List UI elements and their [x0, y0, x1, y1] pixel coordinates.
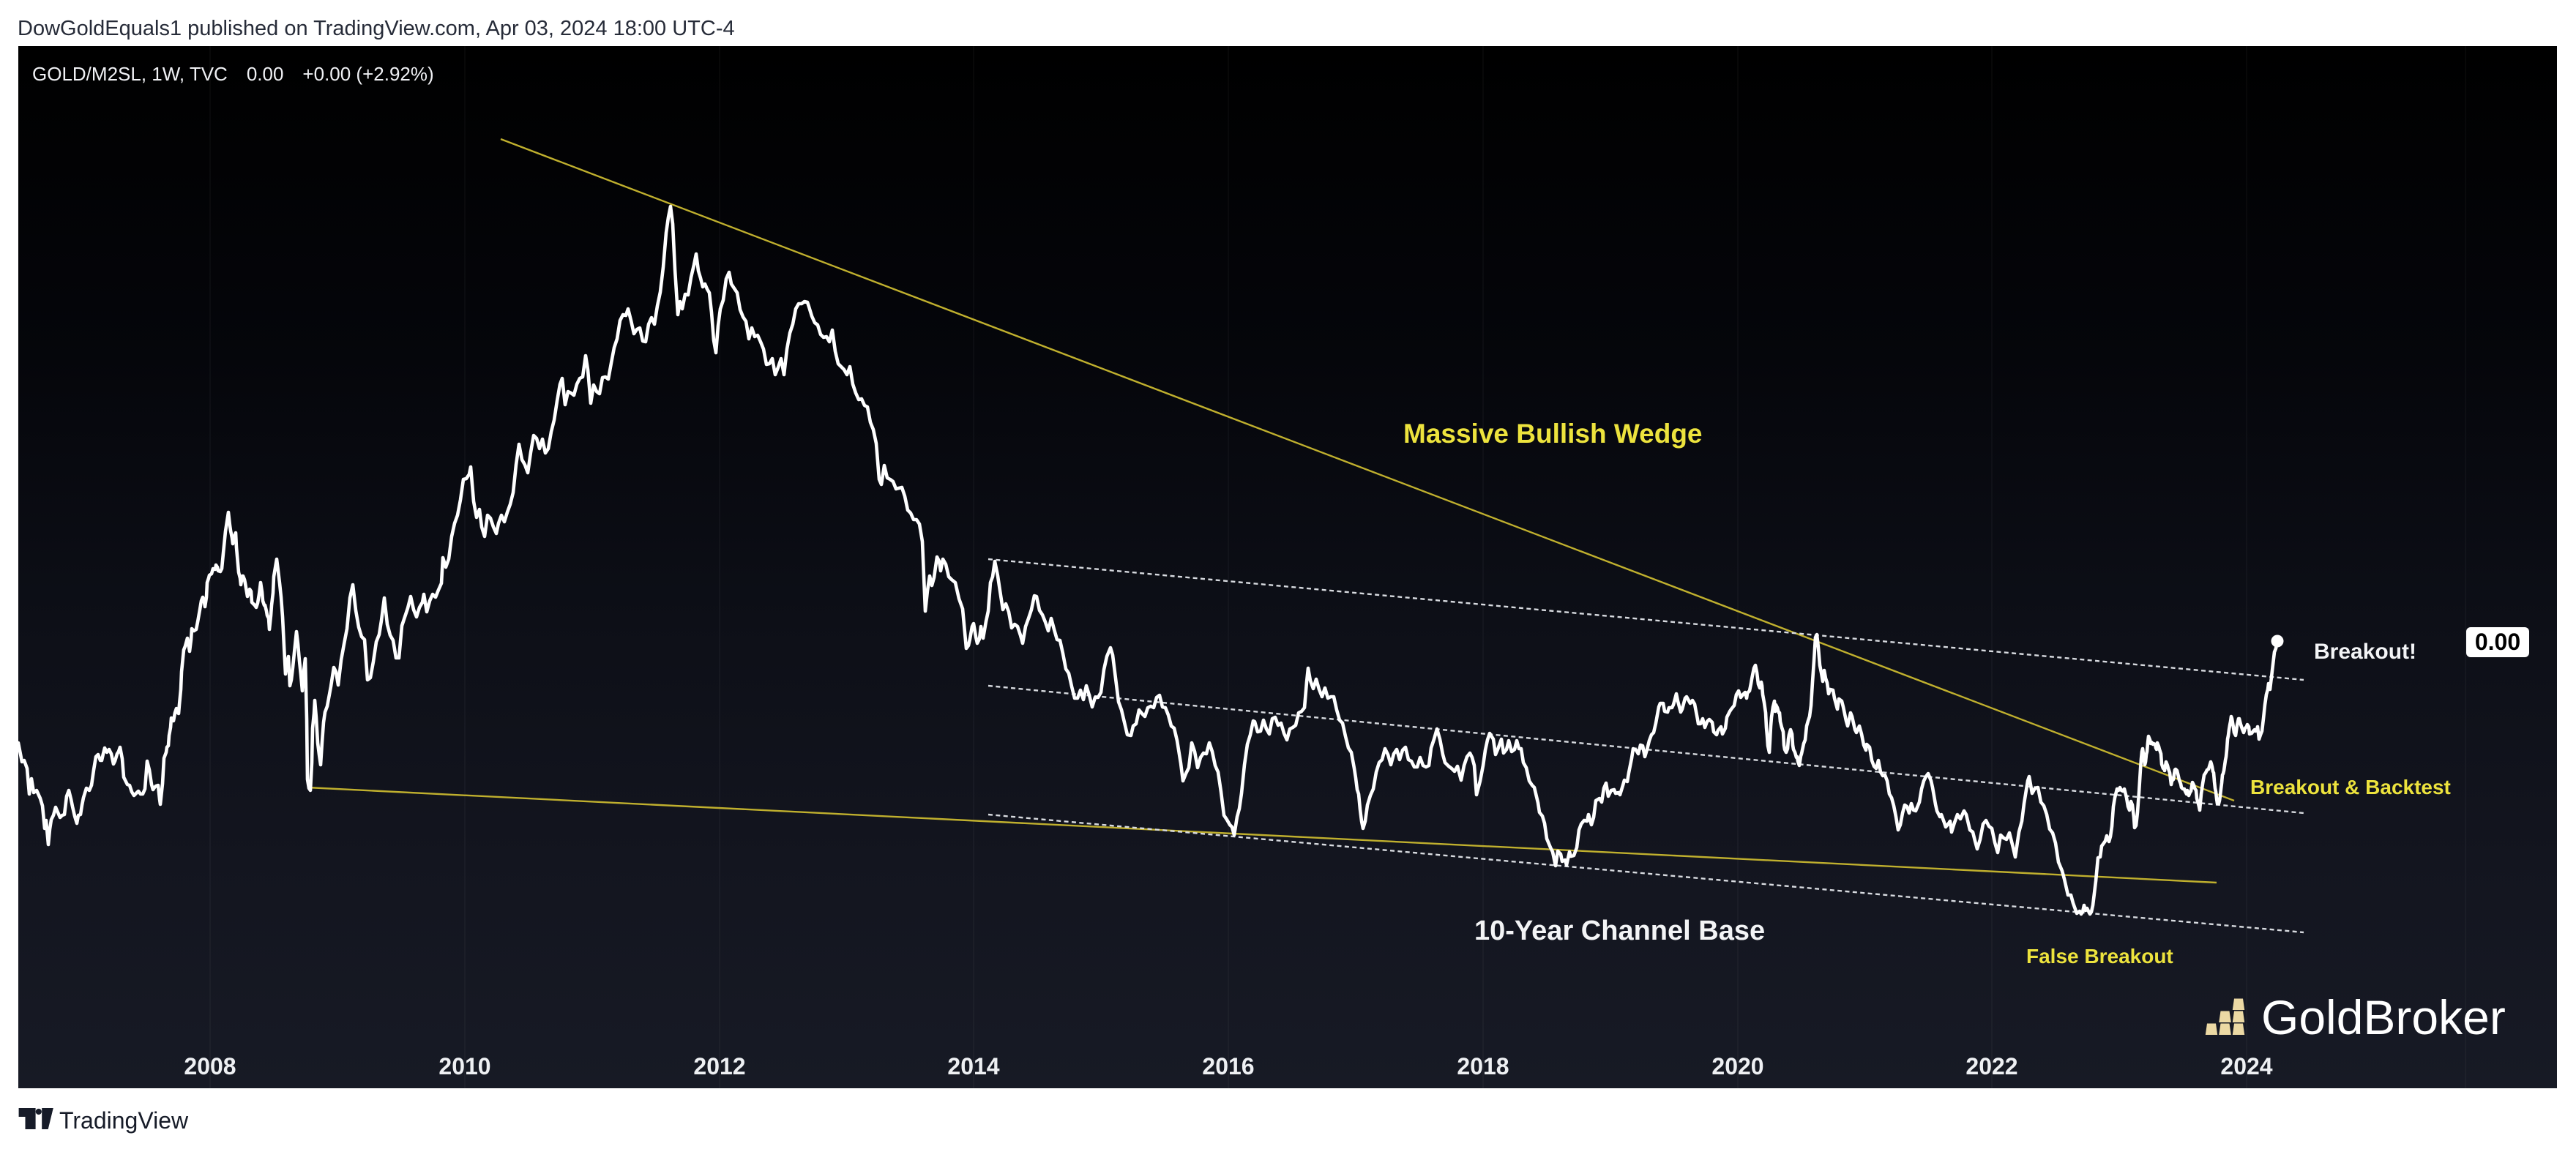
svg-text:2022: 2022 — [1965, 1053, 2017, 1079]
svg-text:GOLD/M2SL, 1W, TVC 0.00 +0.0: GOLD/M2SL, 1W, TVC 0.00 +0.00 (+2.92%) — [32, 63, 434, 85]
svg-text:Breakout!: Breakout! — [2314, 640, 2416, 664]
svg-text:0.00: 0.00 — [2475, 629, 2520, 655]
svg-text:GoldBroker: GoldBroker — [2261, 990, 2506, 1044]
svg-text:2012: 2012 — [693, 1053, 745, 1079]
svg-text:2020: 2020 — [1711, 1053, 1763, 1079]
svg-text:Breakout & Backtest: Breakout & Backtest — [2250, 776, 2451, 798]
svg-text:2024: 2024 — [2220, 1053, 2272, 1079]
svg-text:2010: 2010 — [438, 1053, 490, 1079]
svg-text:2018: 2018 — [1457, 1053, 1509, 1079]
svg-text:10-Year Channel Base: 10-Year Channel Base — [1474, 916, 1765, 946]
svg-text:2014: 2014 — [947, 1053, 999, 1079]
svg-text:TradingView: TradingView — [59, 1107, 189, 1134]
svg-text:False Breakout: False Breakout — [2026, 945, 2173, 968]
svg-text:2016: 2016 — [1202, 1053, 1254, 1079]
svg-text:Massive Bullish Wedge: Massive Bullish Wedge — [1403, 419, 1703, 449]
svg-text:2008: 2008 — [184, 1053, 236, 1079]
